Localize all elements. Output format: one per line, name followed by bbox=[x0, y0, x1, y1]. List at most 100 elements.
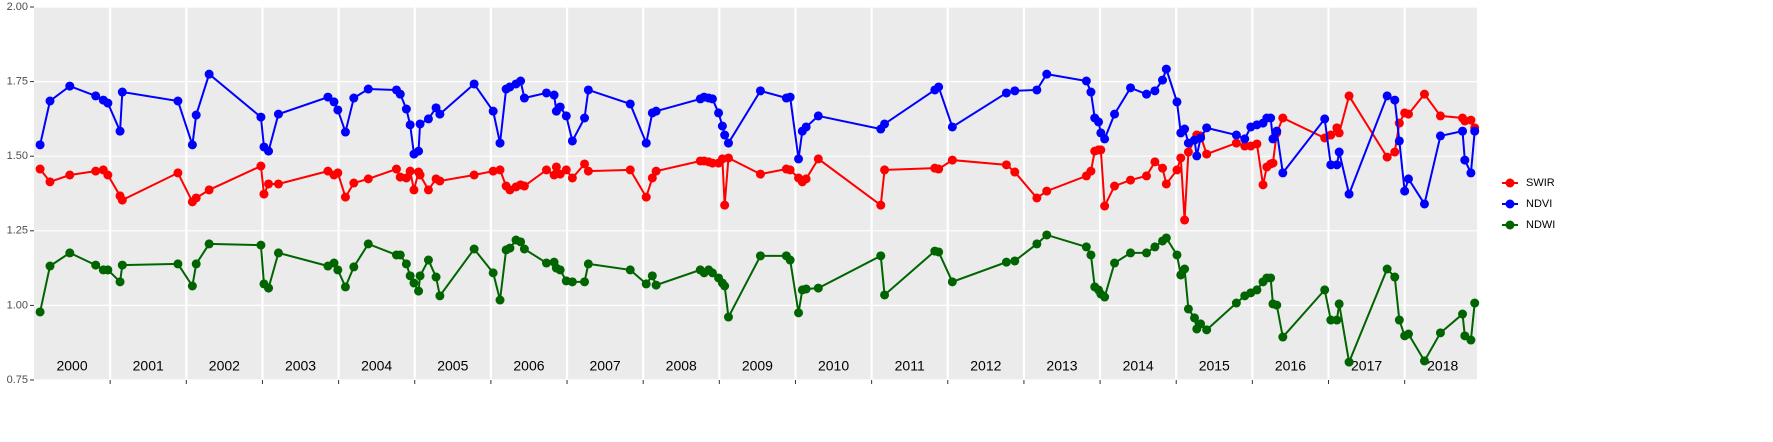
point bbox=[173, 259, 183, 269]
point bbox=[583, 166, 593, 176]
point bbox=[555, 102, 565, 112]
point bbox=[1010, 256, 1020, 266]
point bbox=[1180, 124, 1190, 134]
point bbox=[876, 200, 886, 210]
point bbox=[541, 258, 551, 268]
point bbox=[1189, 313, 1199, 323]
point bbox=[1161, 64, 1171, 74]
point bbox=[1466, 115, 1476, 125]
point bbox=[363, 174, 373, 184]
point bbox=[1334, 299, 1344, 309]
legend-marker bbox=[1505, 220, 1515, 230]
legend-marker bbox=[1505, 178, 1515, 188]
point bbox=[651, 280, 661, 290]
point bbox=[414, 146, 424, 156]
point bbox=[115, 126, 125, 136]
y-tick-label: 2.00 bbox=[7, 1, 28, 13]
point bbox=[1403, 109, 1413, 119]
point bbox=[1320, 285, 1330, 295]
x-tick-label: 2008 bbox=[666, 358, 697, 374]
point bbox=[65, 170, 75, 180]
point bbox=[273, 179, 283, 189]
point bbox=[947, 122, 957, 132]
point bbox=[1394, 136, 1404, 146]
point bbox=[1390, 95, 1400, 105]
point bbox=[469, 79, 479, 89]
point bbox=[720, 200, 730, 210]
point bbox=[329, 258, 339, 268]
point bbox=[1400, 186, 1410, 196]
point bbox=[1100, 134, 1110, 144]
point bbox=[1460, 155, 1470, 165]
point bbox=[256, 240, 266, 250]
point bbox=[1458, 309, 1468, 319]
point bbox=[1142, 248, 1152, 258]
point bbox=[103, 265, 113, 275]
point bbox=[173, 168, 183, 178]
point bbox=[1042, 69, 1052, 79]
point bbox=[349, 178, 359, 188]
point bbox=[625, 265, 635, 275]
y-tick-label: 0.75 bbox=[7, 374, 28, 386]
point bbox=[519, 93, 529, 103]
point bbox=[1202, 325, 1212, 335]
point bbox=[1110, 181, 1120, 191]
legend-label: NDVI bbox=[1526, 198, 1552, 210]
point bbox=[363, 84, 373, 94]
point bbox=[401, 173, 411, 183]
point bbox=[469, 244, 479, 254]
point bbox=[505, 243, 515, 253]
point bbox=[723, 153, 733, 163]
point bbox=[191, 110, 201, 120]
point bbox=[1196, 319, 1206, 329]
point bbox=[1142, 171, 1152, 181]
point bbox=[1176, 153, 1186, 163]
point bbox=[1231, 138, 1241, 148]
point bbox=[1470, 298, 1480, 308]
point bbox=[1202, 149, 1212, 159]
x-tick-label: 2010 bbox=[818, 358, 849, 374]
point bbox=[707, 94, 717, 104]
x-tick-label: 2001 bbox=[133, 358, 164, 374]
point bbox=[103, 98, 113, 108]
point bbox=[1252, 139, 1262, 149]
x-tick-label: 2015 bbox=[1199, 358, 1230, 374]
point bbox=[423, 185, 433, 195]
y-tick-label: 1.25 bbox=[7, 225, 28, 237]
point bbox=[1258, 180, 1268, 190]
point bbox=[801, 122, 811, 132]
point bbox=[488, 166, 498, 176]
point bbox=[1192, 151, 1202, 161]
point bbox=[1180, 215, 1190, 225]
point bbox=[801, 284, 811, 294]
point bbox=[35, 307, 45, 317]
point bbox=[423, 114, 433, 124]
point bbox=[555, 265, 565, 275]
point bbox=[580, 159, 590, 169]
point bbox=[1320, 114, 1330, 124]
point bbox=[333, 265, 343, 275]
point bbox=[423, 255, 433, 265]
point bbox=[323, 92, 333, 102]
point bbox=[934, 247, 944, 257]
point bbox=[1231, 130, 1241, 140]
x-tick-label: 2007 bbox=[590, 358, 621, 374]
point bbox=[934, 164, 944, 174]
point bbox=[801, 174, 811, 184]
point bbox=[519, 244, 529, 254]
point bbox=[625, 99, 635, 109]
point bbox=[65, 248, 75, 258]
point bbox=[1466, 168, 1476, 178]
point bbox=[405, 166, 415, 176]
point bbox=[755, 251, 765, 261]
point bbox=[256, 112, 266, 122]
y-tick-label: 1.00 bbox=[7, 299, 28, 311]
point bbox=[401, 104, 411, 114]
point bbox=[717, 121, 727, 131]
point bbox=[1001, 88, 1011, 98]
point bbox=[707, 268, 717, 278]
point bbox=[580, 277, 590, 287]
point bbox=[259, 189, 269, 199]
point bbox=[349, 262, 359, 272]
